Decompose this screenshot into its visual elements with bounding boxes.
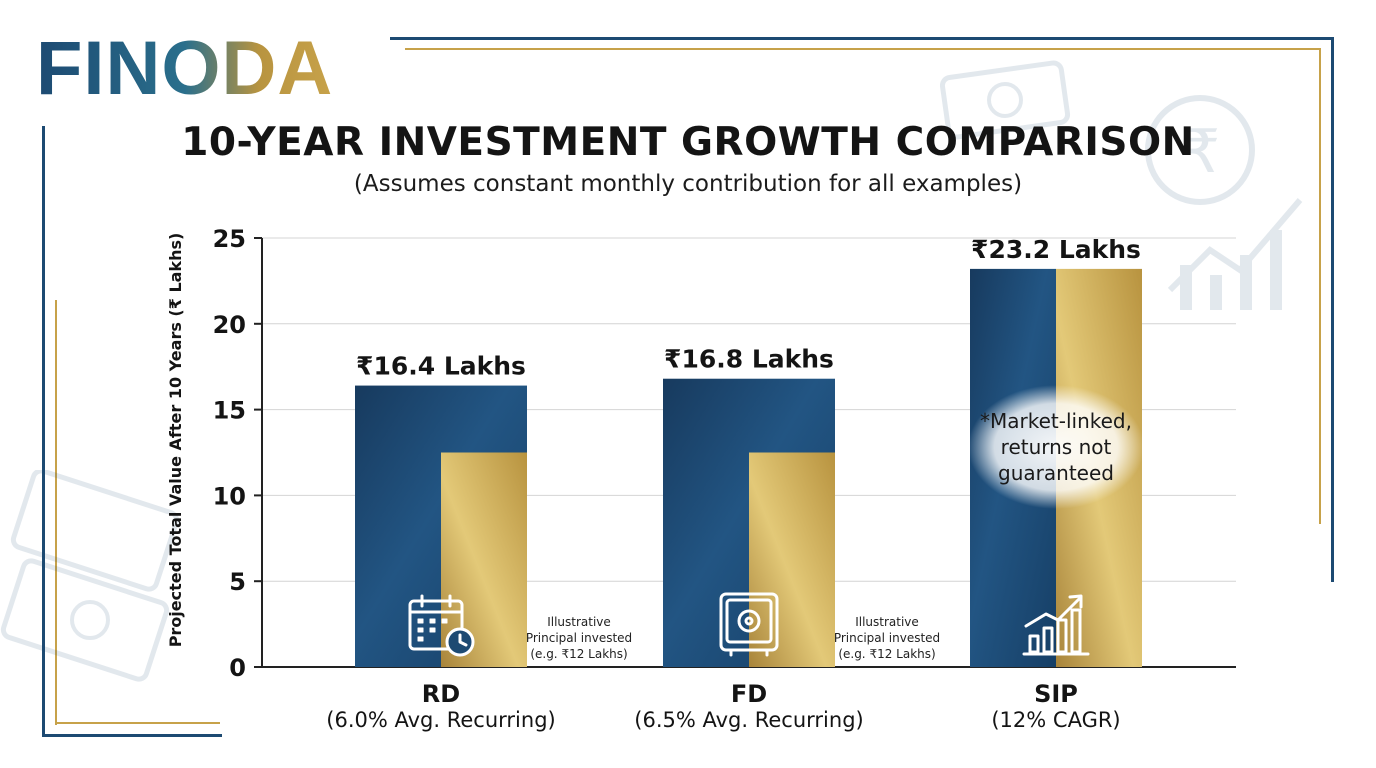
calendar-day (417, 627, 424, 633)
x-category-sublabel: (6.5% Avg. Recurring) (634, 708, 863, 732)
text-layer: 0 5 10 15 20 25 Projected Total Value After 10… (166, 225, 1141, 732)
data-value-label: ₹16.8 Lakhs (664, 345, 834, 374)
safe-body (719, 592, 779, 652)
x-category-label: FD (731, 680, 767, 708)
background-finance-icon: ₹ (1145, 95, 1303, 310)
background-cash-icon (940, 60, 1071, 140)
data-value-label: ₹23.2 Lakhs (971, 235, 1141, 264)
principal-note-line: Illustrative (855, 615, 919, 629)
y-tick-label: 15 (213, 397, 246, 425)
y-axis-label: Projected Total Value After 10 Years (₹ … (166, 233, 185, 648)
calendar-clock-icon (408, 594, 475, 657)
annotation-glow (968, 385, 1144, 509)
y-tick-label: 10 (213, 482, 246, 510)
data-value-label: ₹16.4 Lakhs (356, 352, 526, 381)
finoda-logo: FINODA (36, 26, 333, 110)
chart-bar (1042, 626, 1054, 654)
y-tick-label: 20 (213, 311, 246, 339)
logo-text: FINODA (36, 26, 333, 110)
chart-bar (1056, 618, 1068, 654)
frame-right-navy (1331, 37, 1334, 582)
frame-right-gold (1319, 48, 1321, 524)
calendar-day (417, 618, 424, 624)
background-cash-stack-icon (0, 470, 180, 682)
x-category-sublabel: (12% CAGR) (991, 708, 1120, 732)
x-category-sublabel: (6.0% Avg. Recurring) (326, 708, 555, 732)
bars-layer (355, 268, 1144, 667)
x-category-label: RD (422, 680, 460, 708)
svg-text:₹: ₹ (1182, 117, 1220, 187)
clock-hands (458, 633, 468, 647)
calendar-day (441, 618, 448, 624)
chart-bar (1070, 608, 1082, 654)
chart-title: 10-YEAR INVESTMENT GROWTH COMPARISON (181, 120, 1195, 165)
calendar-day (417, 636, 424, 642)
frame-left-navy (42, 126, 45, 736)
chart-subtitle: (Assumes constant monthly contribution f… (353, 171, 1023, 197)
chart-bar (1028, 634, 1040, 654)
annotation-line: guaranteed (998, 461, 1114, 485)
annotation-line: *Market-linked, (980, 409, 1132, 433)
calendar-day (429, 618, 436, 624)
y-tick-label: 25 (213, 225, 246, 253)
principal-note-line: (e.g. ₹12 Lakhs) (530, 647, 627, 661)
principal-note-line: Principal invested (834, 631, 940, 645)
trend-arrow-head (1068, 594, 1083, 609)
calendar-body (408, 599, 464, 651)
annotation-line: returns not (1001, 435, 1112, 459)
principal-note-line: (e.g. ₹12 Lakhs) (838, 647, 935, 661)
calendar-day (429, 627, 436, 633)
principal-note-line: Principal invested (526, 631, 632, 645)
safe-door (725, 598, 773, 644)
safe-dial-center (744, 616, 754, 626)
frame-top-navy (390, 37, 1334, 40)
principal-note-line: Illustrative (547, 615, 611, 629)
safe-dial (737, 609, 761, 633)
frame-left-gold (55, 300, 57, 725)
y-tick-label: 5 (229, 568, 246, 596)
x-category-label: SIP (1034, 680, 1078, 708)
y-tick-label: 0 (229, 654, 246, 682)
growth-chart-icon (1022, 594, 1090, 656)
trend-line (1024, 596, 1082, 628)
safe-vault-icon (719, 592, 779, 657)
bar-principal-segment (749, 452, 835, 667)
frame-top-gold (405, 48, 1321, 50)
frame-bottom-navy (42, 734, 222, 737)
frame-bottom-gold (55, 722, 220, 724)
